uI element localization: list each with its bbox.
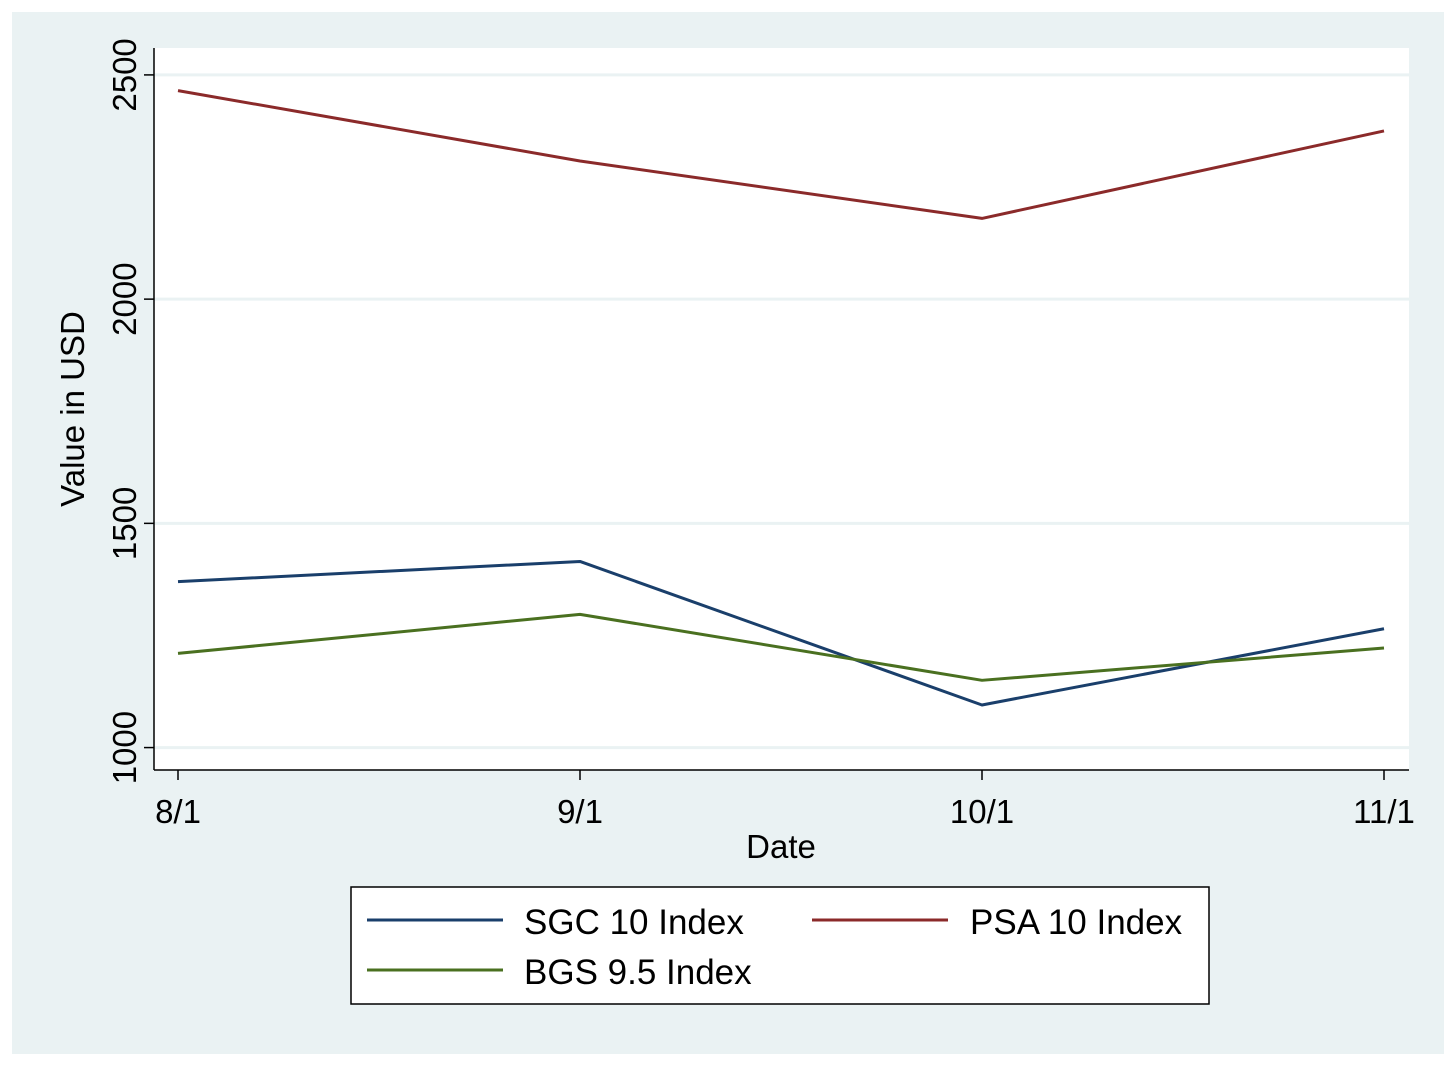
series-line-bgs-9-5-index	[177, 612, 1385, 682]
legend-label: PSA 10 Index	[970, 903, 1183, 942]
x-axis-title: Date	[746, 828, 816, 865]
x-tick-label: 11/1	[1353, 793, 1415, 830]
plot-area	[154, 48, 1409, 770]
y-tick-label: 1000	[106, 711, 143, 784]
x-tick-label: 8/1	[155, 793, 201, 830]
y-tick-label: 2500	[106, 38, 143, 111]
series-line-psa-10-index	[177, 89, 1385, 220]
series-lines	[177, 89, 1385, 707]
legend-label: BGS 9.5 Index	[524, 953, 752, 992]
y-ticks: 1000 1500 2000 2500	[106, 38, 154, 784]
y-tick-label: 1500	[106, 487, 143, 560]
x-tick-label: 10/1	[950, 793, 1014, 830]
gridlines	[154, 73, 1409, 750]
y-axis-title: Value in USD	[54, 311, 91, 507]
x-tick-label: 9/1	[557, 793, 603, 830]
legend-label: SGC 10 Index	[524, 903, 744, 942]
y-tick-label: 2000	[106, 262, 143, 335]
x-ticks: 8/1 9/1 10/1 11/1	[155, 770, 1415, 830]
legend-box	[350, 886, 1210, 1005]
axes	[153, 48, 1409, 771]
legend: SGC 10 Index PSA 10 Index BGS 9.5 Index	[350, 886, 1210, 1005]
series-line-sgc-10-index	[177, 559, 1385, 707]
